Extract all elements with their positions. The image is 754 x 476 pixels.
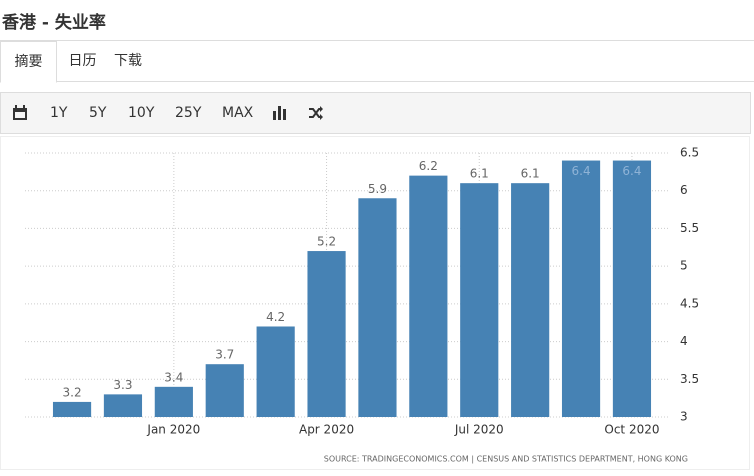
chart-frame bbox=[0, 136, 750, 470]
value-label: 5.2 bbox=[317, 235, 336, 249]
tab-label: 下载 bbox=[114, 53, 142, 69]
x-tick-label: Apr 2020 bbox=[299, 423, 354, 437]
x-tick-label: Jan 2020 bbox=[146, 423, 200, 437]
y-tick-label: 6 bbox=[680, 183, 688, 197]
shuffle-icon[interactable] bbox=[308, 105, 324, 121]
bar bbox=[52, 401, 92, 417]
range-button[interactable]: 10Y bbox=[128, 105, 155, 121]
bar bbox=[460, 183, 499, 417]
y-tick-label: 6.5 bbox=[680, 146, 699, 160]
source-note: SOURCE: TRADINGECONOMICS.COM | CENSUS AN… bbox=[324, 455, 688, 464]
page-title: 香港 - 失业率 bbox=[2, 13, 106, 33]
bar bbox=[103, 394, 143, 417]
range-button[interactable]: 5Y bbox=[89, 105, 107, 121]
value-label: 5.9 bbox=[368, 182, 387, 196]
bar bbox=[256, 326, 295, 417]
range-button[interactable]: 1Y bbox=[50, 105, 68, 121]
value-label: 3.3 bbox=[113, 378, 132, 392]
range-button[interactable]: MAX bbox=[222, 105, 254, 121]
value-label: 6.1 bbox=[470, 167, 489, 181]
calendar-icon[interactable] bbox=[12, 105, 28, 121]
tabs: 摘要 日历 下载 ▼ bbox=[0, 41, 754, 108]
y-tick-label: 5.5 bbox=[680, 221, 699, 235]
bar bbox=[409, 175, 448, 417]
value-label: 6.1 bbox=[521, 167, 540, 181]
value-label: 6.2 bbox=[419, 159, 438, 173]
toolbar: 1Y 5Y 10Y 25Y MAX bbox=[0, 92, 751, 134]
x-tick-label: Oct 2020 bbox=[604, 423, 659, 437]
value-label: 4.2 bbox=[266, 310, 285, 324]
bar bbox=[358, 198, 397, 417]
value-label: 3.7 bbox=[215, 348, 234, 362]
x-tick-label: Jul 2020 bbox=[454, 423, 504, 437]
bar bbox=[511, 183, 550, 417]
y-tick-label: 4 bbox=[680, 334, 688, 348]
bar bbox=[307, 251, 346, 417]
bar-chart-icon[interactable] bbox=[272, 105, 288, 121]
bar bbox=[154, 386, 193, 417]
tab[interactable]: 摘要 bbox=[0, 41, 57, 83]
bar bbox=[561, 160, 601, 418]
range-button[interactable]: 25Y bbox=[175, 105, 202, 121]
value-label: 3.4 bbox=[164, 370, 183, 384]
y-tick-label: 5 bbox=[680, 259, 688, 273]
value-label: 6.4 bbox=[622, 164, 641, 178]
value-label: 6.4 bbox=[572, 164, 591, 178]
y-tick-label: 4.5 bbox=[680, 296, 699, 310]
bar bbox=[205, 364, 244, 417]
y-tick-label: 3 bbox=[680, 410, 688, 424]
tab[interactable]: 日历 bbox=[68, 53, 97, 69]
title-bar bbox=[0, 0, 754, 41]
y-tick-label: 3.5 bbox=[680, 372, 699, 386]
value-label: 3.2 bbox=[63, 385, 82, 399]
bar bbox=[612, 160, 652, 418]
